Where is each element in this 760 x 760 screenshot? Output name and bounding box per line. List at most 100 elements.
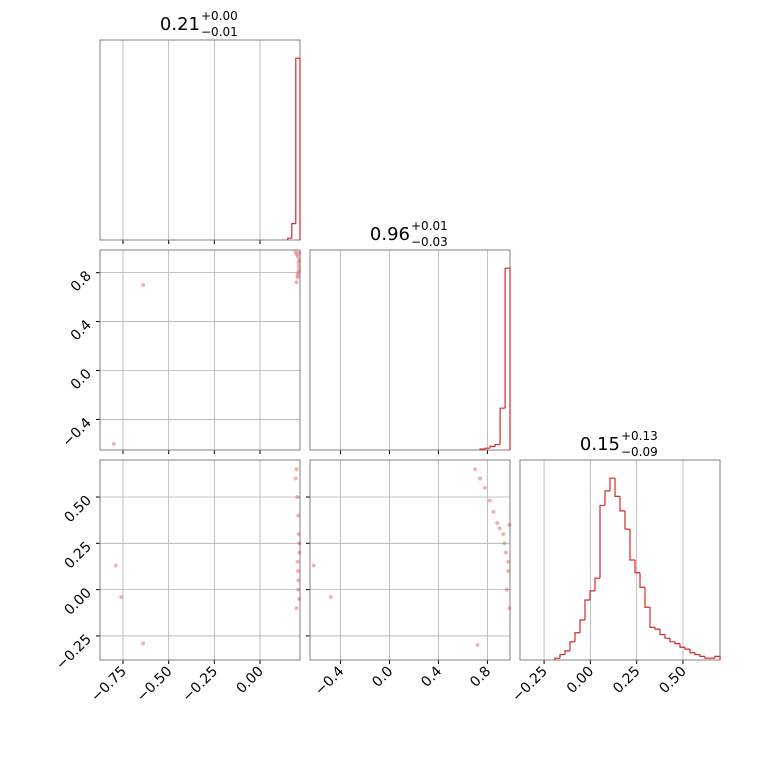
histogram-bar [624,510,630,530]
sample-point [296,532,301,537]
sample-point [111,441,116,446]
y-tick-label: 0.50 [61,493,94,526]
sample-point [296,260,301,265]
histogram-bar [669,638,675,643]
sample-point [473,467,478,472]
panel-frame [309,249,511,451]
sample-point [297,541,302,546]
sample-point [113,563,118,568]
sample-point [501,532,506,537]
panel-title: 0.96 [370,224,410,245]
sample-point [294,252,299,257]
sample-point [295,275,300,280]
sample-point [295,273,300,278]
sample-point [475,643,480,648]
x-tick-label: −0.25 [180,664,222,706]
sample-point [504,587,509,592]
histogram-bar [554,657,560,660]
histogram-bar [629,529,635,561]
panel-frame [519,459,721,661]
histogram-bar [699,654,705,657]
histogram-bar [594,577,600,591]
sample-point [296,578,301,583]
y-tick-label: 0.8 [68,268,95,295]
histogram-bar [499,407,506,445]
sample-point [119,595,124,600]
x-tick-label: −0.75 [88,664,130,706]
sample-point [294,606,299,611]
y-tick-label: 0.4 [68,317,95,344]
sample-point [294,280,299,285]
histogram-bar [489,445,496,449]
panel-title: 0.21 [160,14,200,35]
sample-point [295,254,300,259]
sample-point [296,264,301,269]
histogram-bar [659,629,665,636]
x-tick-label: 0.0 [369,664,396,691]
y-tick-label: −0.25 [53,631,95,673]
histogram-bar [564,650,570,655]
histogram-bar [604,490,610,506]
histogram-bar [639,572,645,588]
title-lower: −0.01 [201,25,238,39]
panel-title: 0.15 [580,434,620,455]
sample-point [482,485,487,490]
x-tick-label: 0.8 [467,664,494,691]
sample-point [503,550,508,555]
sample-point [297,268,302,273]
histogram-bar [569,641,575,651]
histogram-bar [584,599,590,620]
title-lower: −0.03 [411,235,448,249]
y-tick-label: −0.4 [59,415,94,450]
histogram-bar [479,448,486,450]
sample-point [293,249,298,254]
panel-frame [99,249,301,451]
histogram-bar [579,619,585,633]
sample-point [295,569,300,574]
sample-point [297,258,302,263]
sample-point [502,541,507,546]
x-tick-label: −0.25 [509,664,551,706]
sample-point [296,513,301,518]
histogram-bar [644,587,650,608]
sample-point [507,606,512,611]
sample-point [497,526,502,531]
histogram-bar [504,267,511,450]
histogram-bar [679,643,685,648]
histogram-bar [684,647,690,650]
sample-point [478,476,483,481]
sample-point [328,595,333,600]
sample-point [297,251,302,256]
histogram-bar [619,496,625,512]
sample-point [293,476,298,481]
panel-frame [99,459,301,661]
panel-frame [309,459,511,661]
sample-point [311,563,316,568]
sample-point [297,596,302,601]
x-tick-label: 0.00 [564,664,597,697]
histogram-bar [649,607,655,628]
y-tick-label: 0.0 [68,366,95,393]
title-upper: +0.13 [621,429,658,443]
x-tick-label: −0.4 [312,663,347,698]
histogram-bar [654,627,660,630]
histogram-bar [287,237,292,240]
y-tick-label: 0.25 [61,539,94,572]
x-tick-label: 0.25 [610,664,643,697]
histogram-bar [589,590,595,600]
histogram-bar [574,632,580,642]
sample-point [295,559,300,564]
histogram-bar [295,57,301,240]
sample-point [141,282,146,287]
sample-point [297,550,302,555]
y-tick-label: 0.00 [61,585,94,618]
title-upper: +0.00 [201,9,238,23]
histogram-bar [689,649,695,654]
histogram-bar [704,656,710,659]
sample-point [294,467,299,472]
title-lower: −0.09 [621,445,658,459]
histogram-bar [674,641,680,645]
sample-point [491,509,496,514]
